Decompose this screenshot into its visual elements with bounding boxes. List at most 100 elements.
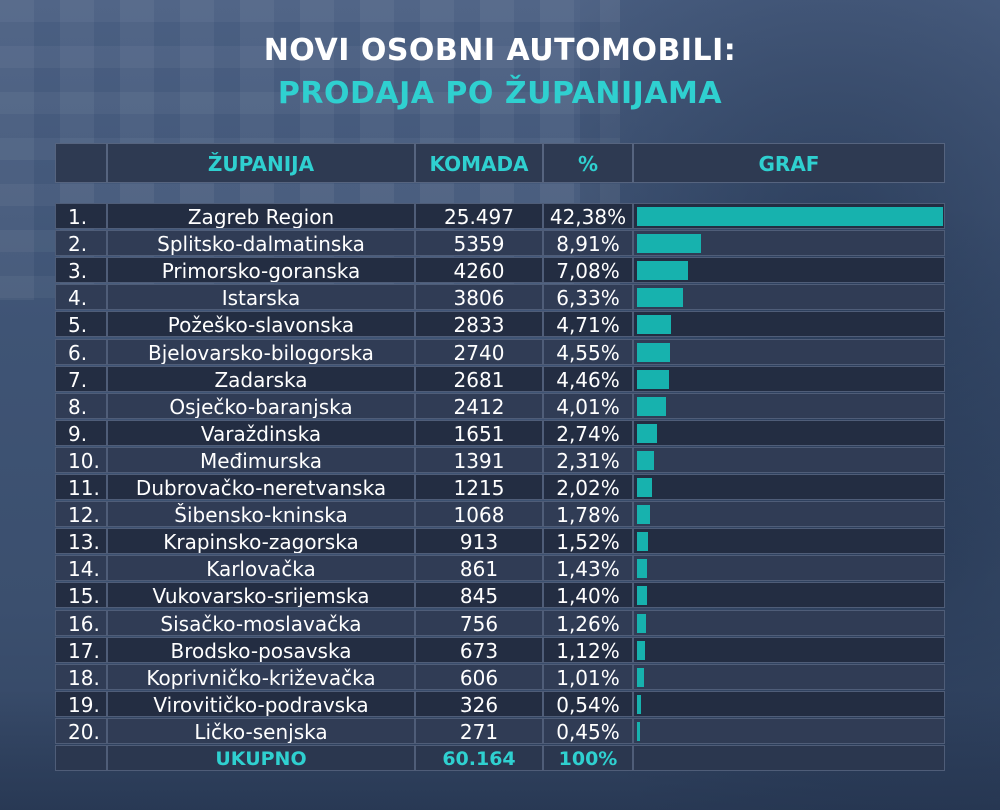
qty-value: 271 bbox=[415, 717, 543, 744]
total-label: UKUPNO bbox=[107, 745, 415, 771]
qty-value: 1391 bbox=[415, 446, 543, 473]
table-row: 3. Primorsko-goranska 4260 7,08% bbox=[55, 257, 945, 284]
rank-label: 4. bbox=[55, 284, 107, 311]
bar bbox=[637, 423, 657, 443]
qty-value: 2412 bbox=[415, 392, 543, 419]
qty-value: 913 bbox=[415, 528, 543, 555]
pct-value: 42,38% bbox=[543, 203, 633, 229]
rank-label: 17. bbox=[55, 636, 107, 663]
rank-label: 11. bbox=[55, 474, 107, 500]
total-graf-cell bbox=[633, 745, 945, 771]
rank-label: 9. bbox=[55, 419, 107, 446]
bar bbox=[637, 396, 666, 416]
bar bbox=[637, 694, 641, 714]
title-line-1: NOVI OSOBNI AUTOMOBILI: bbox=[263, 33, 737, 68]
graf-cell bbox=[633, 690, 945, 717]
table-row: 12. Šibensko-kninska 1068 1,78% bbox=[55, 501, 945, 528]
graf-cell bbox=[633, 284, 945, 311]
pct-value: 2,02% bbox=[543, 474, 633, 500]
bar bbox=[637, 369, 670, 389]
qty-value: 673 bbox=[415, 636, 543, 663]
qty-value: 606 bbox=[415, 663, 543, 690]
pct-value: 2,31% bbox=[543, 446, 633, 473]
rank-label: 5. bbox=[55, 311, 107, 338]
bar bbox=[637, 261, 689, 281]
pct-value: 1,01% bbox=[543, 663, 633, 690]
qty-value: 1068 bbox=[415, 501, 543, 528]
county-label: Dubrovačko-neretvanska bbox=[107, 474, 415, 500]
table-row: 19. Virovitičko-podravska 326 0,54% bbox=[55, 690, 945, 717]
bar bbox=[637, 450, 654, 470]
graf-cell bbox=[633, 365, 945, 392]
table-row: 7. Zadarska 2681 4,46% bbox=[55, 365, 945, 392]
table-row: 4. Istarska 3806 6,33% bbox=[55, 284, 945, 311]
table-row: 17. Brodsko-posavska 673 1,12% bbox=[55, 636, 945, 663]
county-label: Istarska bbox=[107, 284, 415, 311]
pct-value: 1,12% bbox=[543, 636, 633, 663]
county-label: Sisačko-moslavačka bbox=[107, 609, 415, 636]
table-row: 15. Vukovarsko-srijemska 845 1,40% bbox=[55, 582, 945, 609]
county-label: Krapinsko-zagorska bbox=[107, 528, 415, 555]
graf-cell bbox=[633, 203, 945, 229]
rank-label: 20. bbox=[55, 717, 107, 744]
rank-label: 16. bbox=[55, 609, 107, 636]
county-label: Splitsko-dalmatinska bbox=[107, 230, 415, 257]
county-label: Požeško-slavonska bbox=[107, 311, 415, 338]
rank-label: 15. bbox=[55, 582, 107, 609]
graf-cell bbox=[633, 582, 945, 609]
rank-label: 12. bbox=[55, 501, 107, 528]
table-row: 10. Međimurska 1391 2,31% bbox=[55, 446, 945, 473]
graf-cell bbox=[633, 419, 945, 446]
table-row: 13. Krapinsko-zagorska 913 1,52% bbox=[55, 528, 945, 555]
table-row: 18. Koprivničko-križevačka 606 1,01% bbox=[55, 663, 945, 690]
total-row: UKUPNO 60.164 100% bbox=[55, 745, 945, 771]
pct-value: 2,74% bbox=[543, 419, 633, 446]
qty-value: 845 bbox=[415, 582, 543, 609]
bar bbox=[637, 342, 670, 362]
graf-cell bbox=[633, 311, 945, 338]
pct-value: 1,26% bbox=[543, 609, 633, 636]
rank-label: 10. bbox=[55, 446, 107, 473]
pct-value: 4,55% bbox=[543, 338, 633, 365]
bar bbox=[637, 315, 671, 335]
county-label: Zagreb Region bbox=[107, 203, 415, 229]
table-row: 11. Dubrovačko-neretvanska 1215 2,02% bbox=[55, 474, 945, 500]
county-label: Vukovarsko-srijemska bbox=[107, 582, 415, 609]
table-row: 9. Varaždinska 1651 2,74% bbox=[55, 419, 945, 446]
graf-cell bbox=[633, 609, 945, 636]
bar bbox=[637, 478, 652, 497]
pct-value: 4,71% bbox=[543, 311, 633, 338]
table-row: 1. Zagreb Region 25.497 42,38% bbox=[55, 203, 945, 229]
county-label: Bjelovarsko-bilogorska bbox=[107, 338, 415, 365]
title-line-2: PRODAJA PO ŽUPANIJAMA bbox=[277, 76, 723, 111]
county-label: Ličko-senjska bbox=[107, 717, 415, 744]
graf-cell bbox=[633, 338, 945, 365]
header-rank bbox=[55, 143, 107, 183]
bar bbox=[637, 586, 648, 606]
header-pct: % bbox=[543, 143, 633, 183]
header-graf: GRAF bbox=[633, 143, 945, 183]
table-header: ŽUPANIJA KOMADA % GRAF bbox=[55, 143, 945, 183]
bar bbox=[637, 667, 645, 687]
bar bbox=[637, 532, 648, 552]
bar bbox=[637, 505, 650, 525]
table-row: 16. Sisačko-moslavačka 756 1,26% bbox=[55, 609, 945, 636]
county-label: Zadarska bbox=[107, 365, 415, 392]
graf-cell bbox=[633, 717, 945, 744]
county-label: Osječko-baranjska bbox=[107, 392, 415, 419]
graf-cell bbox=[633, 663, 945, 690]
rank-label: 8. bbox=[55, 392, 107, 419]
qty-value: 2833 bbox=[415, 311, 543, 338]
qty-value: 5359 bbox=[415, 230, 543, 257]
qty-value: 2681 bbox=[415, 365, 543, 392]
pct-value: 4,01% bbox=[543, 392, 633, 419]
total-qty: 60.164 bbox=[415, 745, 543, 771]
table-row: 6. Bjelovarsko-bilogorska 2740 4,55% bbox=[55, 338, 945, 365]
rank-label: 19. bbox=[55, 690, 107, 717]
pct-value: 1,40% bbox=[543, 582, 633, 609]
graf-cell bbox=[633, 446, 945, 473]
rank-label: 1. bbox=[55, 203, 107, 229]
rank-label: 13. bbox=[55, 528, 107, 555]
county-label: Varaždinska bbox=[107, 419, 415, 446]
county-label: Primorsko-goranska bbox=[107, 257, 415, 284]
